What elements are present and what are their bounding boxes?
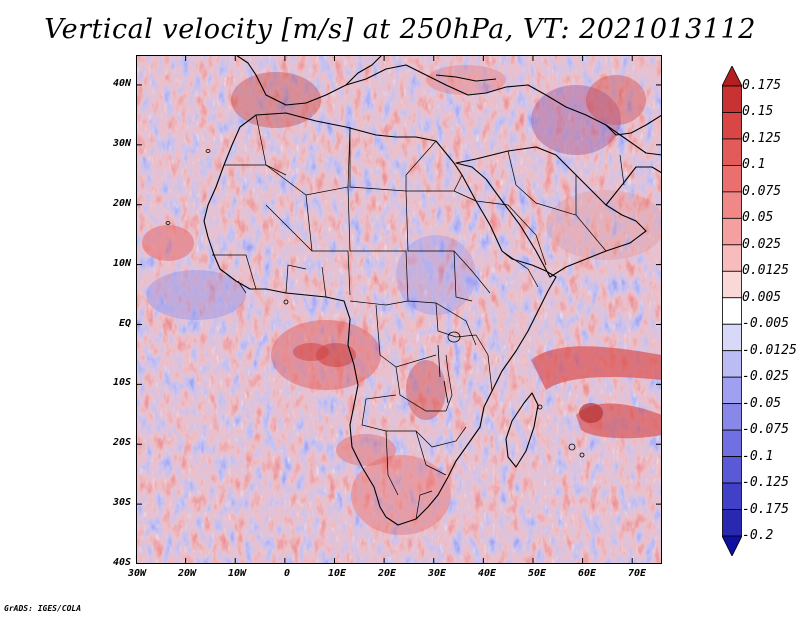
colorbar-label: 0.005 <box>742 289 782 305</box>
anomaly-features <box>142 65 662 535</box>
colorbar-bin <box>722 217 742 246</box>
lon-label-20w: 20W <box>177 568 197 579</box>
lat-label-10s: 10S <box>112 377 131 388</box>
lon-label-0: 0 <box>283 568 291 579</box>
lat-label-30n: 30N <box>112 138 131 149</box>
country-borders <box>212 114 625 520</box>
lon-label-60e: 60E <box>577 568 597 579</box>
colorbar-label: -0.05 <box>742 395 782 411</box>
colorbar <box>722 66 742 556</box>
chart-title: Vertical velocity [m/s] at 250hPa, VT: 2… <box>44 14 756 45</box>
colorbar-label: -0.025 <box>742 369 789 385</box>
lon-label-50e: 50E <box>527 568 547 579</box>
lon-label-40e: 40E <box>477 568 497 579</box>
colorbar-bin <box>722 85 742 113</box>
colorbar-label: -0.2 <box>742 528 774 543</box>
colorbar-bin <box>722 376 742 405</box>
lat-label-30s: 30S <box>112 497 131 508</box>
colorbar-bin <box>722 112 742 140</box>
colorbar-bottom-arrow <box>722 535 742 556</box>
lon-label-30w: 30W <box>127 568 147 579</box>
colorbar-top-arrow <box>722 66 742 87</box>
colorbar-bin <box>722 297 742 325</box>
colorbar-label: -0.1 <box>742 448 774 464</box>
lon-label-10e: 10E <box>327 568 347 579</box>
colorbar-label: -0.005 <box>742 316 789 332</box>
colorbar-bin <box>722 482 742 510</box>
colorbar-label: -0.0125 <box>742 342 797 358</box>
vertical-velocity-map <box>136 55 662 564</box>
footer-credit: GrADS: IGES/COLA <box>4 604 82 613</box>
colorbar-label: -0.175 <box>742 501 789 517</box>
map-frame <box>136 55 662 564</box>
colorbar-bin <box>722 138 742 166</box>
colorbar-bin <box>722 509 742 537</box>
colorbar-bin <box>722 350 742 378</box>
lat-label-20n: 20N <box>112 198 131 209</box>
lon-label-10w: 10W <box>227 568 247 579</box>
colorbar-label: 0.025 <box>742 236 782 252</box>
lakes-islands <box>165 149 585 458</box>
colorbar-bin <box>722 323 742 352</box>
colorbar-label: 0.125 <box>742 130 782 146</box>
lat-label-20s: 20S <box>112 437 131 448</box>
lat-label-eq: EQ <box>118 318 131 329</box>
colorbar-label: 0.0125 <box>742 263 789 279</box>
colorbar-label: 0.1 <box>742 157 766 173</box>
coastlines <box>203 55 662 526</box>
lat-label-10n: 10N <box>112 258 131 269</box>
colorbar-bin <box>722 456 742 484</box>
colorbar-bin <box>722 244 742 272</box>
colorbar-label: -0.125 <box>742 475 789 491</box>
colorbar-bin <box>722 270 742 299</box>
colorbar-label: 0.075 <box>742 183 782 199</box>
colorbar-bin <box>722 165 742 193</box>
colorbar-bin <box>722 429 742 457</box>
colorbar-label: -0.075 <box>742 422 789 438</box>
colorbar-label: 0.175 <box>742 78 782 93</box>
lon-label-70e: 70E <box>627 568 647 579</box>
lon-label-20e: 20E <box>377 568 397 579</box>
colorbar-bin <box>722 191 742 219</box>
lon-label-30e: 30E <box>427 568 447 579</box>
colorbar-label: 0.15 <box>742 104 774 120</box>
field-white-streaks <box>136 55 662 564</box>
colorbar-bin <box>722 403 742 431</box>
lat-label-40s: 40S <box>112 557 131 568</box>
lat-label-40n: 40N <box>112 78 131 89</box>
colorbar-label: 0.05 <box>742 210 774 226</box>
